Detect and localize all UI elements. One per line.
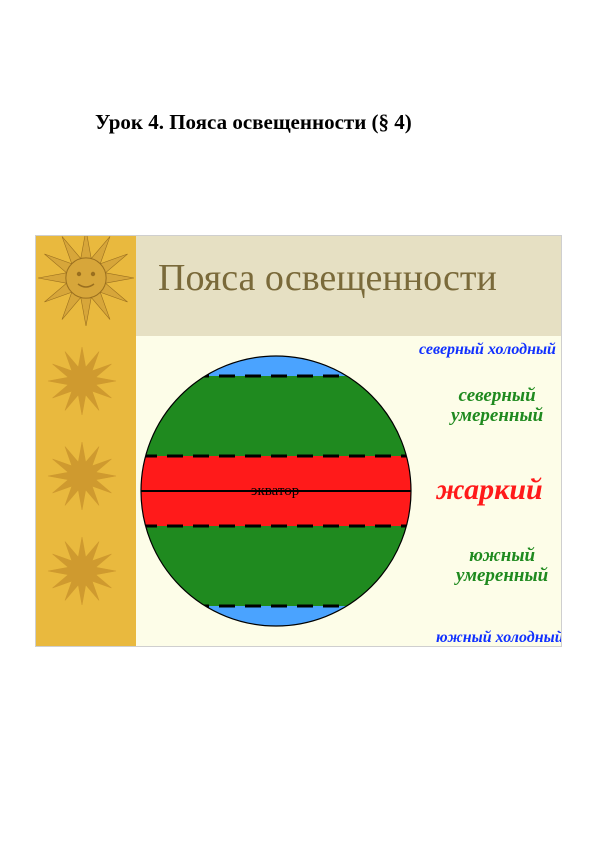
document-title: Урок 4. Пояса освещенности (§ 4) [95,110,412,135]
sidebar-ornaments [36,236,136,646]
slide-titlebar: Пояса освещенности [136,236,561,336]
zone-label-south_temperate: южный умеренный [456,546,548,586]
slide-canvas: экватор северный холодный северный умерен… [136,336,561,646]
zone-label-south_cold: южный холодный [436,630,561,646]
zone-label-north_temperate: северный умеренный [451,386,543,426]
slide-sidebar [36,236,136,646]
page: { "document": { "title": "Урок 4. Пояса … [0,0,595,842]
equator-label: экватор [251,483,299,500]
slide: Пояса освещенности экватор северный холо… [35,235,562,647]
zone-label-hot: жаркий [436,474,543,506]
zone-label-north_cold: северный холодный [419,342,556,359]
slide-title: Пояса освещенности [158,256,497,300]
